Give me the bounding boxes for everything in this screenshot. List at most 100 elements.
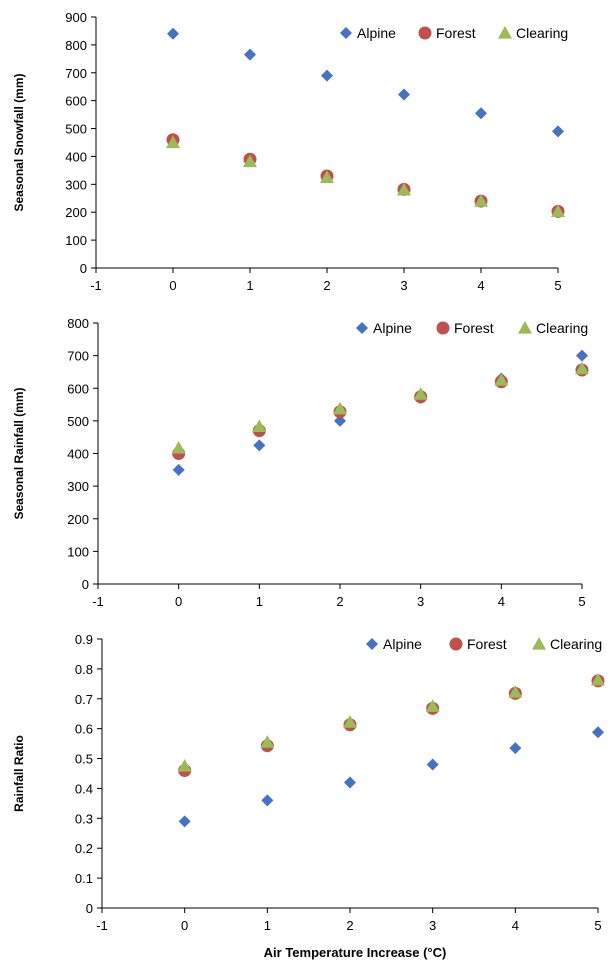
data-point: [166, 135, 180, 149]
y-tick-label: 400: [65, 149, 87, 164]
x-tick-label: -1: [90, 278, 102, 293]
x-tick-label: 3: [400, 278, 407, 293]
data-point: [475, 107, 487, 120]
y-tick-label: 700: [67, 349, 89, 364]
data-point: [320, 170, 334, 183]
data-point: [344, 776, 356, 789]
data-point: [171, 440, 186, 454]
x-tick-label: 5: [578, 594, 585, 609]
data-point: [425, 699, 440, 712]
data-point: [575, 361, 589, 375]
y-tick-label: 0.7: [75, 692, 93, 707]
legend-marker: [356, 322, 368, 334]
series-clearing: [171, 361, 589, 454]
x-tick-label: 0: [181, 918, 188, 933]
legend-label: Forest: [436, 25, 476, 41]
legend-marker: [518, 321, 532, 334]
data-point: [243, 154, 257, 168]
legend-label: Clearing: [536, 320, 588, 336]
x-axis-label: Air Temperature Increase (°C): [264, 945, 447, 960]
legend-marker: [532, 637, 546, 650]
series-alpine: [167, 27, 564, 138]
legend-marker: [498, 26, 512, 39]
x-tick-label: 2: [336, 594, 343, 609]
legend-label: Forest: [454, 320, 494, 336]
legend-marker: [366, 638, 378, 650]
legend-label: Clearing: [516, 25, 568, 41]
y-tick-label: 0.1: [75, 871, 93, 886]
data-point: [551, 204, 565, 217]
x-tick-label: 4: [477, 278, 484, 293]
x-tick-label: 3: [429, 918, 436, 933]
legend-label: Forest: [467, 636, 507, 652]
x-tick-label: -1: [92, 594, 104, 609]
y-tick-label: 0.6: [75, 722, 93, 737]
x-tick-label: 4: [512, 918, 519, 933]
data-point: [592, 726, 604, 739]
x-tick-label: 5: [594, 918, 601, 933]
y-tick-label: 300: [65, 177, 87, 192]
legend-item-alpine: Alpine: [366, 636, 422, 652]
data-point: [172, 463, 185, 476]
legend-marker: [418, 26, 432, 40]
x-tick-label: 1: [264, 918, 271, 933]
legend-item-clearing: Clearing: [518, 320, 588, 336]
data-point: [494, 373, 509, 386]
y-tick-label: 100: [65, 233, 87, 248]
data-point: [334, 414, 346, 427]
y-tick-label: 0.8: [75, 662, 93, 677]
x-tick-label: 4: [498, 594, 505, 609]
data-point: [552, 125, 564, 138]
data-point: [178, 815, 191, 828]
y-tick-label: 800: [67, 316, 89, 331]
legend-marker: [449, 637, 463, 651]
legend-item-alpine: Alpine: [340, 25, 396, 41]
data-point: [261, 794, 274, 807]
legend-item-forest: Forest: [418, 25, 476, 41]
y-axis-label: Seasonal Rainfall (mm): [12, 387, 26, 519]
y-tick-label: 0: [86, 901, 93, 916]
y-tick-label: 0.2: [75, 841, 93, 856]
data-point: [177, 759, 192, 772]
series-forest: [172, 363, 589, 460]
y-axis-label: Rainfall Ratio: [12, 735, 26, 812]
series-clearing: [166, 135, 565, 217]
data-point: [591, 672, 605, 686]
y-tick-label: 900: [65, 10, 87, 25]
y-tick-label: 300: [67, 479, 89, 494]
y-tick-label: 500: [67, 414, 89, 429]
x-tick-label: 2: [323, 278, 330, 293]
legend-marker: [340, 27, 352, 39]
series-clearing: [177, 672, 605, 772]
legend-item-forest: Forest: [449, 636, 507, 652]
y-tick-label: 0: [82, 577, 89, 592]
chart-panel-3: 00.10.20.30.40.50.60.70.80.9-1 0 1 2 3 4 5Rain…: [12, 632, 605, 960]
data-point: [333, 401, 347, 415]
legend-item-clearing: Clearing: [498, 25, 568, 41]
data-point: [398, 88, 410, 101]
x-tick-label: 5: [554, 278, 561, 293]
data-point: [252, 419, 267, 433]
y-tick-label: 200: [65, 205, 87, 220]
x-tick-label: 3: [417, 594, 424, 609]
data-point: [509, 742, 522, 755]
y-tick-label: 200: [67, 512, 89, 527]
data-point: [413, 387, 428, 400]
y-tick-label: 0.5: [75, 752, 93, 767]
legend-label: Alpine: [373, 320, 412, 336]
y-tick-label: 800: [65, 38, 87, 53]
data-point: [426, 758, 439, 771]
y-tick-label: 0.4: [75, 781, 93, 796]
data-point: [260, 735, 275, 748]
series-forest: [166, 133, 565, 218]
y-axis-label: Seasonal Snowfall (mm): [12, 73, 26, 211]
legend-item-clearing: Clearing: [532, 636, 602, 652]
data-point: [321, 69, 333, 82]
y-tick-label: 100: [67, 544, 89, 559]
series-alpine: [178, 726, 604, 828]
x-tick-label: 2: [346, 918, 353, 933]
data-point: [474, 194, 488, 207]
